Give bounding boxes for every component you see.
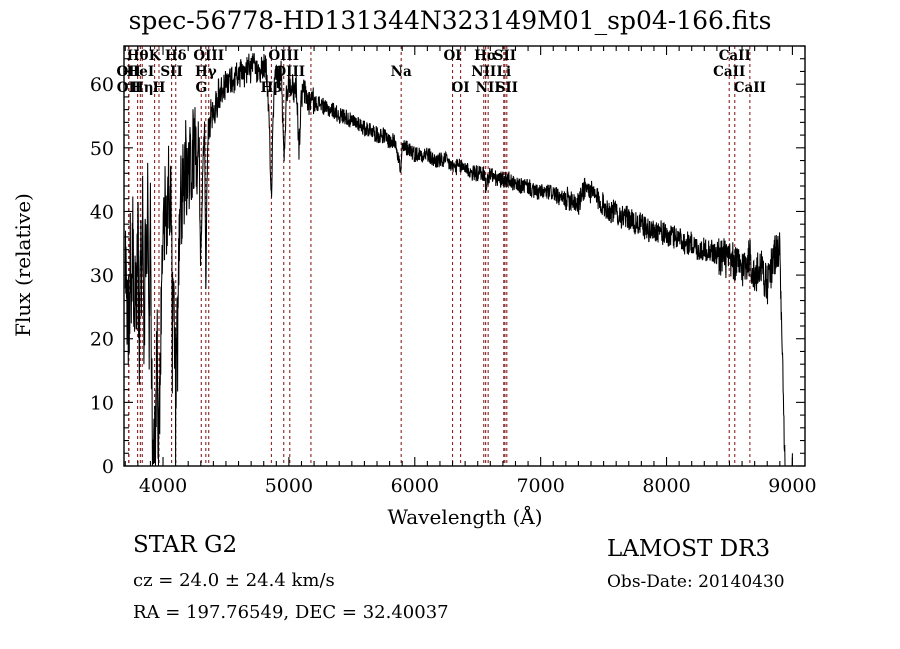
- spectral-line-label: G: [196, 80, 208, 96]
- y-tick-label: 0: [102, 456, 114, 478]
- spectral-line-label: K: [149, 48, 162, 64]
- spectral-line-label: NII: [471, 64, 496, 80]
- y-tick-label: 50: [90, 138, 114, 160]
- y-tick-label: 40: [90, 201, 114, 223]
- spectral-line-label: HeI: [127, 64, 155, 80]
- survey-name: LAMOST DR3: [607, 536, 771, 562]
- spectral-line-label: OIII: [268, 48, 299, 64]
- y-tick-label: 60: [90, 74, 114, 96]
- spectral-line-markers: [128, 46, 751, 466]
- spectral-line-label: Hθ: [127, 48, 149, 64]
- metadata-footer: STAR G2 cz = 24.0 ± 24.4 km/s RA = 197.7…: [0, 528, 900, 649]
- y-axis-label: Flux (relative): [11, 193, 35, 337]
- spectrum-chart: 4000 5000 6000 7000 8000 9000 0 10 20 30 40 50 60 OI…: [11, 45, 817, 529]
- x-tick-label: 4000: [139, 475, 187, 497]
- axis-ticks: [124, 45, 806, 467]
- spectral-line-label: NII: [476, 80, 501, 96]
- axis-tick-labels: 4000 5000 6000 7000 8000 9000 0 10 20 30 40 50 60: [90, 74, 817, 497]
- spectral-line-label: Hα: [474, 48, 498, 64]
- spectral-line-label: OII: [117, 80, 141, 96]
- y-tick-label: 10: [90, 392, 114, 414]
- spectral-line-label: Na: [391, 64, 412, 80]
- spectral-line-label: CaII: [713, 64, 745, 80]
- x-tick-label: 6000: [391, 475, 439, 497]
- x-tick-label: 7000: [516, 475, 564, 497]
- x-tick-label: 8000: [642, 475, 690, 497]
- spectral-line-label: Hη: [131, 80, 154, 96]
- page-title: spec-56778-HD131344N323149M01_sp04-166.f…: [128, 6, 772, 35]
- spectral-line-label: OI: [444, 48, 462, 64]
- spectral-line-label: Hδ: [165, 48, 187, 64]
- x-tick-label: 5000: [265, 475, 313, 497]
- spectral-line-label: Hβ: [261, 80, 283, 96]
- spectral-line-label: CaII: [719, 48, 751, 64]
- spectral-line-label: SII: [494, 48, 516, 64]
- spectral-line-label: SII: [160, 64, 182, 80]
- plot-frame: [123, 45, 806, 467]
- object-class: STAR G2: [133, 532, 238, 558]
- spectral-line-label: CaII: [734, 80, 766, 96]
- spectral-line-label: OIII: [274, 64, 305, 80]
- spectral-line-label: H: [153, 80, 166, 96]
- observation-date: Obs-Date: 20140430: [607, 572, 785, 592]
- x-tick-label: 9000: [768, 475, 816, 497]
- spectral-line-label: OI: [452, 80, 470, 96]
- redshift-velocity: cz = 24.0 ± 24.4 km/s: [133, 570, 335, 591]
- spectrum-trace: [124, 53, 793, 467]
- coordinates: RA = 197.76549, DEC = 32.40037: [133, 602, 449, 623]
- spectral-line-label: Hγ: [195, 64, 217, 80]
- y-tick-label: 20: [90, 329, 114, 351]
- spectral-line-label: OIII: [193, 48, 224, 64]
- spectral-line-label: SII: [496, 80, 518, 96]
- spectral-line-label: Li: [496, 64, 511, 80]
- spectral-line-label: OII: [116, 64, 140, 80]
- y-tick-label: 30: [90, 265, 114, 287]
- x-axis-label: Wavelength (Å): [387, 504, 542, 529]
